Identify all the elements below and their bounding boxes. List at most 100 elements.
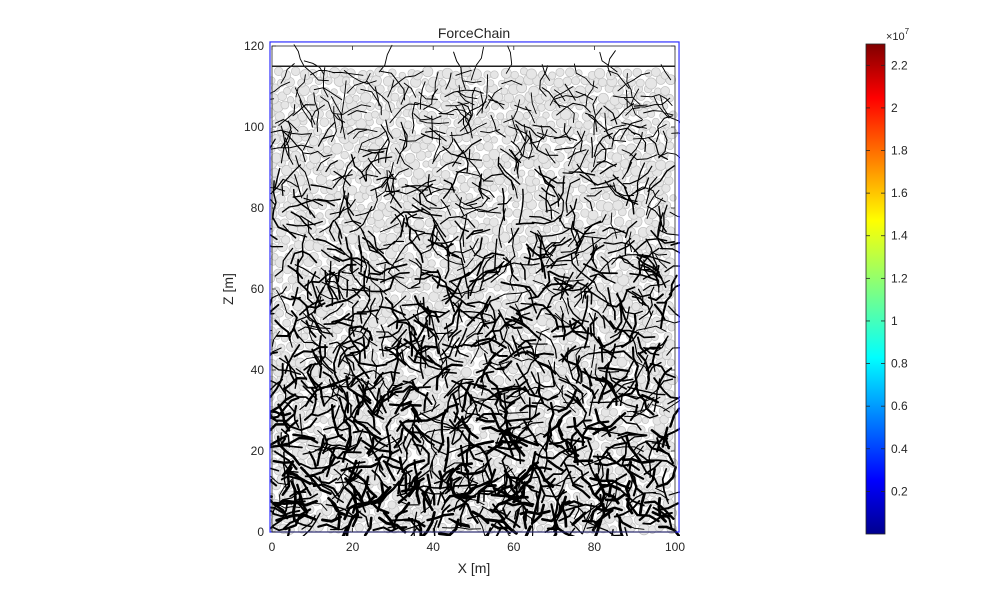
- particle: [577, 184, 587, 194]
- particle: [477, 210, 485, 218]
- particle: [555, 67, 565, 77]
- particle: [427, 143, 436, 152]
- particle: [371, 110, 379, 119]
- particle: [281, 235, 291, 245]
- particle: [557, 365, 568, 376]
- particle: [614, 466, 624, 475]
- particle: [346, 233, 359, 245]
- particle: [548, 71, 557, 80]
- particle: [413, 218, 425, 230]
- particle: [424, 251, 432, 259]
- particle: [489, 217, 499, 227]
- particle: [504, 176, 514, 186]
- plot-area: [269, 41, 680, 536]
- particle: [372, 209, 384, 221]
- particle: [428, 76, 440, 88]
- colorbar-gradient: [865, 43, 886, 535]
- particle: [496, 112, 505, 121]
- force-chain: [286, 528, 291, 536]
- particle: [319, 117, 330, 127]
- colorbar-tick-label: 1.8: [891, 144, 908, 158]
- particle: [270, 152, 282, 164]
- particle: [346, 185, 358, 196]
- particle: [551, 224, 560, 233]
- particle: [430, 194, 440, 204]
- particle: [390, 92, 400, 102]
- y-tick-label: 120: [244, 39, 264, 53]
- particle: [534, 426, 544, 436]
- particle: [377, 315, 387, 325]
- particle: [542, 224, 552, 234]
- particle: [633, 414, 643, 424]
- particle: [473, 117, 482, 126]
- particle: [300, 332, 309, 341]
- particle: [469, 219, 480, 230]
- x-tick-label: 100: [665, 540, 685, 554]
- particle: [574, 219, 584, 229]
- particle: [655, 178, 665, 188]
- particle: [422, 66, 434, 78]
- particle: [500, 153, 511, 163]
- particle: [483, 141, 494, 152]
- particle: [562, 76, 572, 86]
- particle: [631, 302, 641, 312]
- force-chain: [270, 312, 275, 315]
- particle: [357, 203, 365, 212]
- particle: [512, 201, 520, 209]
- particle: [460, 366, 472, 378]
- y-tick-label: 100: [244, 120, 264, 134]
- particle: [427, 259, 436, 268]
- particle: [377, 202, 386, 211]
- colorbar-tick-label: 2: [891, 101, 898, 115]
- particle: [500, 87, 509, 96]
- particle: [545, 318, 556, 329]
- particle: [542, 111, 550, 119]
- particle: [521, 208, 534, 221]
- particle: [553, 77, 564, 89]
- y-axis-label: Z [m]: [220, 273, 236, 305]
- y-tick-label: 20: [251, 444, 265, 458]
- force-chain: [270, 98, 275, 100]
- particle: [636, 193, 645, 203]
- particle: [404, 252, 414, 263]
- particle: [568, 176, 581, 189]
- y-tick-label: 40: [251, 363, 265, 377]
- particle: [651, 219, 660, 228]
- y-tick-label: 80: [251, 201, 265, 215]
- force-chain: [270, 227, 272, 230]
- particle: [527, 169, 536, 178]
- particle: [325, 110, 335, 119]
- particle: [587, 209, 599, 221]
- colorbar-tick-label: 1.6: [891, 186, 908, 200]
- particle: [319, 415, 328, 424]
- particle: [595, 282, 605, 292]
- particle: [532, 177, 541, 186]
- particle: [543, 344, 553, 353]
- x-tick-label: 60: [507, 540, 521, 554]
- particle: [354, 523, 364, 533]
- colorbar-tick-label: 0.4: [891, 442, 908, 456]
- particle: [440, 169, 451, 180]
- particle: [424, 218, 435, 228]
- particle: [571, 111, 579, 120]
- particle: [325, 179, 334, 187]
- particle: [291, 66, 301, 76]
- particle: [490, 70, 499, 79]
- particle: [641, 316, 653, 328]
- particle: [270, 253, 279, 261]
- particle: [581, 360, 589, 369]
- x-tick-label: 0: [269, 540, 276, 554]
- particle: [486, 79, 495, 88]
- force-chain: [270, 495, 273, 498]
- particle: [422, 282, 431, 291]
- particle: [641, 416, 649, 425]
- particle: [410, 141, 422, 154]
- particle: [528, 85, 540, 97]
- x-tick-label: 40: [427, 540, 441, 554]
- particle: [413, 167, 425, 180]
- particle: [469, 211, 477, 219]
- colorbar-multiplier-exponent: 7: [905, 27, 910, 36]
- particle: [667, 323, 676, 332]
- particle: [580, 208, 590, 218]
- particle: [597, 92, 609, 104]
